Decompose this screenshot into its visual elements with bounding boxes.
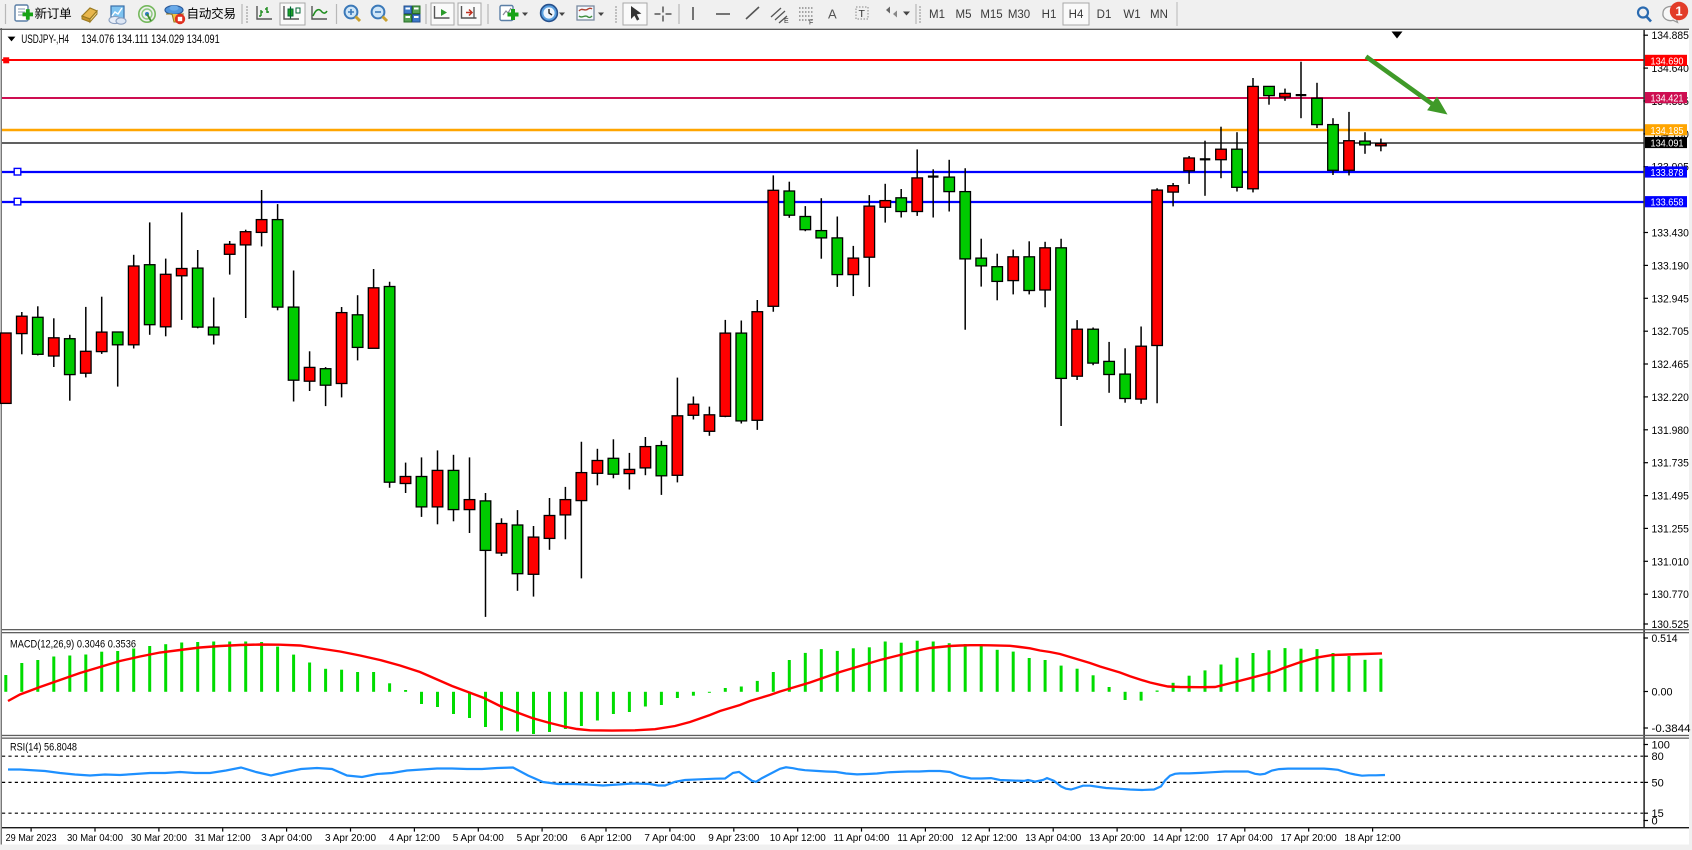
- svg-text:131.255: 131.255: [1652, 523, 1689, 535]
- svg-text:133.878: 133.878: [1651, 168, 1684, 179]
- svg-text:T: T: [859, 8, 866, 20]
- svg-text:31 Mar 12:00: 31 Mar 12:00: [195, 833, 251, 844]
- svg-text:7 Apr 04:00: 7 Apr 04:00: [644, 833, 695, 844]
- svg-text:0: 0: [1652, 816, 1658, 828]
- svg-text:M15: M15: [980, 9, 1002, 21]
- svg-text:6 Apr 12:00: 6 Apr 12:00: [581, 833, 632, 844]
- svg-text:134.076 134.111 134.029 134.09: 134.076 134.111 134.029 134.091: [81, 34, 219, 46]
- svg-text:USDJPY-,H4: USDJPY-,H4: [21, 34, 69, 46]
- svg-text:3 Apr 20:00: 3 Apr 20:00: [325, 833, 376, 844]
- svg-text:132.220: 132.220: [1652, 392, 1689, 404]
- svg-text:18 Apr 12:00: 18 Apr 12:00: [1345, 833, 1401, 844]
- svg-text:0.514: 0.514: [1652, 633, 1678, 645]
- svg-text:F: F: [809, 20, 813, 27]
- svg-text:130.525: 130.525: [1652, 619, 1689, 631]
- svg-text:134.421: 134.421: [1651, 94, 1684, 105]
- svg-text:131.010: 131.010: [1652, 556, 1689, 568]
- svg-text:133.658: 133.658: [1651, 198, 1684, 209]
- svg-text:134.091: 134.091: [1651, 139, 1684, 150]
- svg-text:134.885: 134.885: [1652, 30, 1689, 42]
- svg-text:13 Apr 20:00: 13 Apr 20:00: [1089, 833, 1145, 844]
- svg-text:14 Apr 12:00: 14 Apr 12:00: [1153, 833, 1209, 844]
- svg-text:W1: W1: [1123, 9, 1140, 21]
- svg-text:80: 80: [1652, 751, 1664, 763]
- svg-text:130.770: 130.770: [1652, 589, 1689, 601]
- svg-text:5 Apr 20:00: 5 Apr 20:00: [517, 833, 568, 844]
- svg-text:11 Apr 20:00: 11 Apr 20:00: [897, 833, 953, 844]
- svg-text:15: 15: [1652, 808, 1664, 820]
- svg-text:133.190: 133.190: [1652, 260, 1689, 272]
- svg-text:MACD(12,26,9) 0.3046 0.3536: MACD(12,26,9) 0.3046 0.3536: [10, 639, 136, 651]
- svg-text:E: E: [784, 18, 789, 25]
- svg-text:4 Apr 12:00: 4 Apr 12:00: [389, 833, 440, 844]
- svg-text:29 Mar 2023: 29 Mar 2023: [6, 833, 57, 844]
- svg-text:12 Apr 12:00: 12 Apr 12:00: [961, 833, 1017, 844]
- svg-text:131.495: 131.495: [1652, 491, 1689, 503]
- svg-text:-0.3844: -0.3844: [1652, 723, 1691, 735]
- svg-text:M1: M1: [929, 9, 945, 21]
- svg-text:133.430: 133.430: [1652, 228, 1689, 240]
- svg-text:1: 1: [1675, 4, 1682, 19]
- svg-text:132.705: 132.705: [1652, 326, 1689, 338]
- svg-text:H1: H1: [1042, 9, 1057, 21]
- svg-text:RSI(14) 56.8048: RSI(14) 56.8048: [10, 742, 77, 754]
- svg-text:17 Apr 04:00: 17 Apr 04:00: [1217, 833, 1273, 844]
- svg-text:0.00: 0.00: [1652, 687, 1673, 699]
- svg-text:132.945: 132.945: [1652, 293, 1689, 305]
- svg-text:131.735: 131.735: [1652, 458, 1689, 470]
- svg-text:MN: MN: [1150, 9, 1168, 21]
- svg-text:M5: M5: [956, 9, 972, 21]
- svg-text:9 Apr 23:00: 9 Apr 23:00: [708, 833, 759, 844]
- svg-text:5 Apr 04:00: 5 Apr 04:00: [453, 833, 504, 844]
- svg-text:134.640: 134.640: [1652, 63, 1689, 75]
- svg-text:132.465: 132.465: [1652, 359, 1689, 371]
- svg-text:H4: H4: [1069, 9, 1084, 21]
- svg-text:13 Apr 04:00: 13 Apr 04:00: [1025, 833, 1081, 844]
- svg-text:3 Apr 04:00: 3 Apr 04:00: [261, 833, 312, 844]
- svg-text:50: 50: [1652, 777, 1664, 789]
- svg-text:17 Apr 20:00: 17 Apr 20:00: [1281, 833, 1337, 844]
- svg-text:134.185: 134.185: [1651, 126, 1684, 137]
- svg-text:10 Apr 12:00: 10 Apr 12:00: [770, 833, 826, 844]
- svg-text:100: 100: [1652, 740, 1670, 752]
- svg-text:30 Mar 04:00: 30 Mar 04:00: [67, 833, 123, 844]
- svg-text:A: A: [828, 7, 837, 22]
- svg-text:D1: D1: [1097, 9, 1112, 21]
- svg-text:30 Mar 20:00: 30 Mar 20:00: [131, 833, 187, 844]
- svg-text:131.980: 131.980: [1652, 425, 1689, 437]
- svg-text:134.690: 134.690: [1651, 56, 1684, 67]
- svg-text:M30: M30: [1008, 9, 1030, 21]
- svg-text:11 Apr 04:00: 11 Apr 04:00: [834, 833, 890, 844]
